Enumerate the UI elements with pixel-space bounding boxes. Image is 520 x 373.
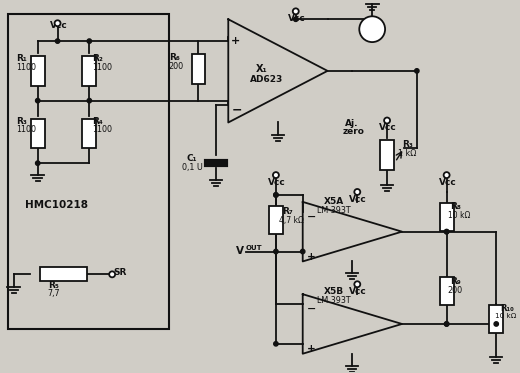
Circle shape	[445, 322, 449, 326]
Circle shape	[274, 193, 278, 197]
Text: Aj.: Aj.	[345, 119, 359, 128]
Bar	[191, 54, 205, 84]
Text: R₅: R₅	[48, 281, 59, 290]
Circle shape	[35, 161, 40, 165]
Text: 10 kΩ: 10 kΩ	[448, 211, 470, 220]
Circle shape	[354, 189, 360, 195]
Text: R₃: R₃	[16, 116, 27, 126]
Text: Vcc: Vcc	[268, 178, 285, 187]
Text: Vcc: Vcc	[349, 195, 367, 204]
Circle shape	[414, 69, 419, 73]
Text: V: V	[236, 245, 244, 256]
Text: +: +	[231, 36, 241, 46]
Text: C₁: C₁	[187, 154, 197, 163]
Circle shape	[359, 16, 385, 42]
Text: zero: zero	[342, 128, 365, 137]
Bar	[440, 203, 453, 231]
Text: 7,7: 7,7	[48, 289, 60, 298]
Text: LM 393T: LM 393T	[317, 206, 350, 215]
Text: HMC10218: HMC10218	[25, 200, 88, 210]
Text: Vcc: Vcc	[49, 21, 68, 30]
Text: 4,7 kΩ: 4,7 kΩ	[279, 216, 304, 225]
Text: Vcc: Vcc	[439, 178, 457, 187]
Circle shape	[445, 322, 449, 326]
Bar	[82, 56, 96, 86]
Text: 200: 200	[448, 286, 463, 295]
Bar	[440, 277, 453, 305]
Text: −: −	[307, 304, 316, 314]
Text: R₇: R₇	[282, 207, 293, 216]
Text: X₁: X₁	[256, 64, 268, 74]
Circle shape	[445, 229, 449, 234]
Text: 200: 200	[168, 62, 184, 71]
Bar	[269, 206, 283, 233]
Circle shape	[35, 98, 40, 103]
Text: Vcc: Vcc	[379, 123, 397, 132]
Text: Vcc: Vcc	[288, 14, 306, 23]
Text: Vcc: Vcc	[349, 287, 367, 296]
Bar	[8, 14, 168, 329]
Circle shape	[109, 272, 115, 277]
Text: R₂: R₂	[93, 54, 103, 63]
Bar	[31, 56, 45, 86]
Circle shape	[273, 172, 279, 178]
Text: 1100: 1100	[16, 63, 36, 72]
Circle shape	[494, 322, 499, 326]
Bar	[82, 119, 96, 148]
Text: R₈: R₈	[451, 202, 461, 211]
Text: −: −	[231, 104, 242, 117]
Bar	[40, 267, 87, 281]
Text: R₁: R₁	[16, 54, 27, 63]
Text: 1 kΩ: 1 kΩ	[398, 149, 417, 158]
Circle shape	[274, 193, 278, 197]
Circle shape	[444, 172, 450, 178]
Bar	[380, 140, 394, 170]
Circle shape	[274, 342, 278, 346]
Text: 0,1 U: 0,1 U	[181, 163, 202, 172]
Circle shape	[445, 229, 449, 234]
Text: 1100: 1100	[93, 125, 112, 134]
Text: 1100: 1100	[16, 125, 36, 134]
Circle shape	[56, 39, 60, 43]
Text: 10 kΩ: 10 kΩ	[495, 313, 517, 319]
Circle shape	[87, 98, 92, 103]
Text: OUT: OUT	[245, 245, 262, 251]
Text: R₁₀: R₁₀	[500, 304, 514, 313]
Text: R₆: R₆	[168, 53, 179, 62]
Text: SR: SR	[113, 269, 126, 278]
Text: X5B: X5B	[323, 287, 344, 296]
Text: 1100: 1100	[93, 63, 112, 72]
Text: R₉: R₉	[451, 277, 461, 286]
Circle shape	[87, 39, 92, 43]
Text: X5A: X5A	[323, 197, 344, 206]
Text: +: +	[307, 344, 316, 354]
Text: −: −	[307, 212, 316, 222]
Text: R₃: R₃	[402, 140, 413, 149]
Bar	[31, 119, 45, 148]
Text: +: +	[307, 251, 316, 261]
Circle shape	[55, 20, 60, 26]
Text: R₄: R₄	[93, 116, 103, 126]
Circle shape	[293, 8, 298, 14]
Circle shape	[301, 249, 305, 254]
Text: AD623: AD623	[250, 75, 283, 84]
Bar	[489, 305, 503, 333]
Circle shape	[354, 281, 360, 287]
Circle shape	[274, 249, 278, 254]
Circle shape	[384, 117, 390, 123]
Circle shape	[294, 17, 298, 22]
Text: LM 393T: LM 393T	[317, 296, 350, 305]
